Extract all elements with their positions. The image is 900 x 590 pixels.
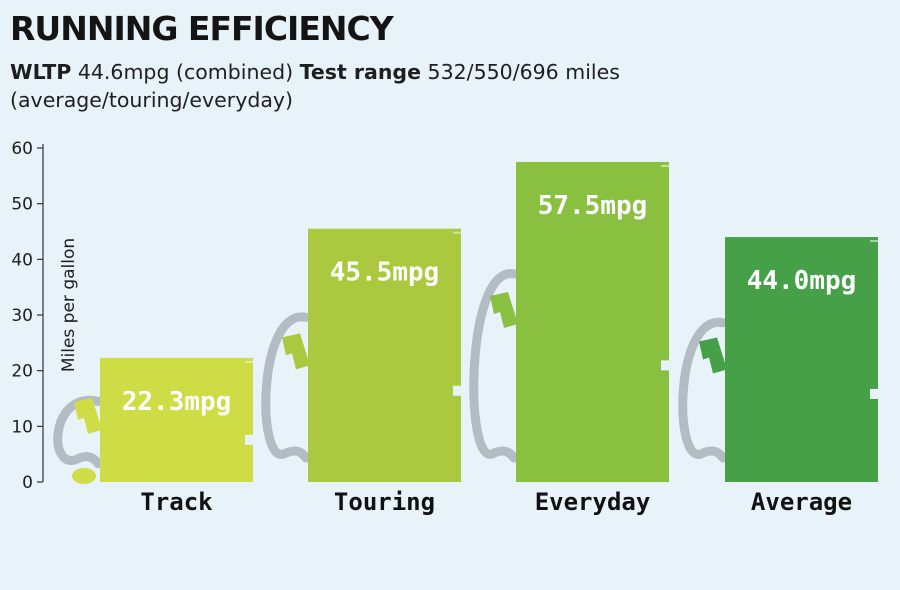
category-label: Average [751,488,852,516]
y-tick-label: 40 [11,250,33,270]
bar-group-track: 22.3mpg Track [53,357,255,516]
chart-subtitle: WLTP 44.6mpg (combined) Test range 532/5… [10,58,850,114]
fuel-nozzle [699,337,727,374]
bar-touring [308,228,461,482]
category-label: Everyday [535,488,651,516]
bar-notch [661,360,671,371]
y-tick-label: 10 [11,417,33,437]
y-tick-label: 30 [11,306,33,326]
wltp-label: WLTP [10,60,72,84]
bar-value-label: 57.5mpg [538,191,648,221]
y-tick-label: 20 [11,362,33,382]
fuel-hose [469,269,519,463]
bar-top-detail [661,164,671,167]
chart-title: RUNNING EFFICIENCY [10,9,394,48]
bar-everyday [516,161,669,482]
bar-average [725,237,878,482]
fuel-nozzle [490,291,518,328]
category-label: Touring [334,488,435,516]
bar-track [100,357,253,482]
y-axis-title: Miles per gallon [59,238,79,372]
bar-group-average: 44.0mpg Average [678,237,880,516]
fuel-hose [53,396,103,469]
bar-top-detail [453,231,463,234]
category-label: Track [140,488,213,516]
bar-notch [245,434,255,445]
bar-value-label: 22.3mpg [122,387,232,417]
fuel-hose [678,318,728,463]
bar-group-touring: 45.5mpg Touring [261,228,463,516]
bar-notch [870,388,880,399]
fuel-nozzle [282,333,310,370]
fuel-nozzle [74,397,102,434]
range-value: 532/550/696 miles (average/touring/every… [10,60,620,112]
bar-value-label: 45.5mpg [330,258,440,288]
y-tick-label: 0 [22,473,33,493]
wltp-value: 44.6mpg (combined) [71,60,300,84]
y-tick-label: 50 [11,195,33,215]
range-label: Test range [299,60,422,84]
bar-notch [453,385,463,396]
nozzle-rest [72,468,96,484]
bar-top-detail [870,240,880,243]
y-tick-label: 60 [11,139,33,159]
bar-group-everyday: 57.5mpg Everyday [469,161,671,516]
fuel-hose [261,312,311,463]
bar-top-detail [245,360,255,363]
bar-value-label: 44.0mpg [747,266,857,296]
